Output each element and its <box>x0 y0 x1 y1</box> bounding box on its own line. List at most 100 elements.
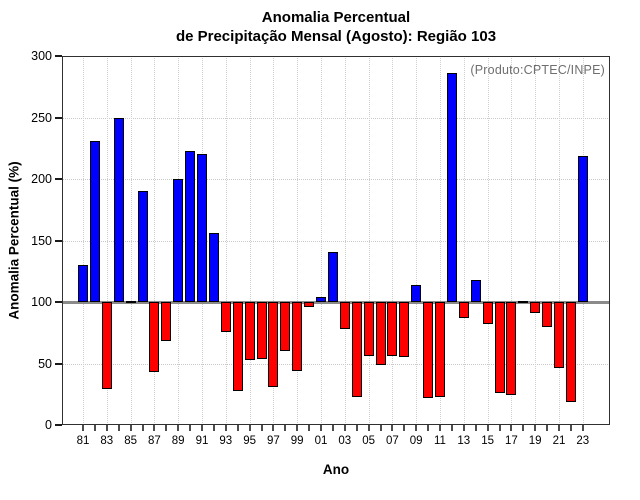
x-tick-label: 23 <box>576 435 590 447</box>
bar-05 <box>363 302 374 357</box>
bar-10 <box>423 302 434 398</box>
x-axis-label: Ano <box>322 462 350 477</box>
x-tick <box>260 425 263 431</box>
x-tick-label: 91 <box>195 435 209 447</box>
bar-09 <box>411 284 422 302</box>
x-tick-label: 05 <box>362 435 375 447</box>
v-gridline <box>225 56 227 425</box>
v-gridline <box>511 56 513 425</box>
v-gridline <box>297 56 299 425</box>
plot-area: (Produto:CPTEC/INPE) 0 50 100 150 200 250 300 8… <box>31 50 610 447</box>
bar-22 <box>565 302 576 402</box>
chart-title-line1: Anomalia Percentual <box>261 9 411 26</box>
x-tick <box>224 425 227 431</box>
x-tick-label: 09 <box>409 435 423 447</box>
x-tick-label: 01 <box>314 435 328 447</box>
h-gridline <box>62 179 610 180</box>
bar-01 <box>316 297 326 302</box>
x-tick-label: 17 <box>504 435 518 447</box>
x-tick <box>462 425 465 431</box>
x-tick <box>343 425 346 431</box>
y-tick-label: 100 <box>31 295 52 309</box>
x-tick-label: 83 <box>100 435 114 447</box>
bar-97 <box>268 302 279 387</box>
x-tick <box>379 425 382 431</box>
x-tick <box>212 425 215 431</box>
x-tick <box>558 425 560 431</box>
x-tick <box>581 425 584 431</box>
y-tick <box>55 55 62 57</box>
y-tick-label: 200 <box>31 172 52 186</box>
y-tick-label: 300 <box>31 49 52 63</box>
x-tick-label: 21 <box>552 435 566 447</box>
y-tick <box>55 362 62 365</box>
bar-93 <box>220 302 231 332</box>
x-tick <box>534 425 537 431</box>
v-gridline <box>487 56 489 425</box>
bar-12 <box>446 73 457 302</box>
bar-98 <box>280 302 291 352</box>
x-tick <box>427 425 430 431</box>
x-tick <box>391 425 394 431</box>
x-tick-label: 11 <box>434 435 446 447</box>
y-tick-label: 50 <box>38 356 52 371</box>
x-tick-label: 15 <box>481 435 494 447</box>
v-gridline <box>344 56 346 425</box>
x-tick <box>165 425 168 431</box>
x-tick-label: 19 <box>528 435 542 447</box>
x-tick <box>129 425 132 431</box>
y-tick-label: 150 <box>31 233 52 248</box>
x-tick-label: 99 <box>290 435 304 447</box>
bar-94 <box>232 302 243 391</box>
x-tick <box>248 425 251 431</box>
bar-16 <box>494 302 505 394</box>
bar-13 <box>458 302 469 318</box>
bar-23 <box>577 155 588 302</box>
x-tick-label: 87 <box>147 435 161 447</box>
v-gridline <box>440 56 441 425</box>
v-gridline <box>368 56 370 425</box>
bar-92 <box>208 233 219 302</box>
x-tick-label: 95 <box>243 435 256 447</box>
y-tick-label: 250 <box>31 110 52 125</box>
bar-84 <box>113 117 124 302</box>
x-tick <box>546 425 549 431</box>
x-tick <box>82 425 84 431</box>
x-tick <box>569 425 572 431</box>
v-gridline <box>249 56 251 425</box>
x-tick <box>236 425 239 431</box>
bar-83 <box>101 302 112 390</box>
bar-18 <box>518 300 529 303</box>
x-tick <box>272 425 275 431</box>
h-gridline <box>62 240 610 242</box>
x-tick <box>141 425 144 431</box>
bar-03 <box>339 302 350 330</box>
y-tick <box>55 239 62 242</box>
v-gridline <box>130 56 132 425</box>
bar-95 <box>244 302 255 360</box>
v-gridline <box>83 56 84 425</box>
x-tick <box>308 425 311 431</box>
v-gridline <box>273 56 275 425</box>
x-tick <box>510 425 513 431</box>
x-tick-label: 85 <box>124 435 137 447</box>
x-tick <box>498 425 501 431</box>
bar-19 <box>530 302 541 314</box>
bar-20 <box>542 302 553 327</box>
bar-11 <box>435 302 445 397</box>
h-gridline <box>62 363 610 365</box>
v-gridline <box>154 56 156 425</box>
x-tick <box>450 425 453 431</box>
product-annotation: (Produto:CPTEC/INPE) <box>470 63 605 77</box>
chart-title: Anomalia Percentual de Precipitação Mens… <box>0 8 640 46</box>
v-gridline <box>463 56 465 425</box>
x-tick-label: 93 <box>219 435 233 447</box>
v-gridline <box>392 56 394 425</box>
x-tick <box>486 425 489 431</box>
x-tick-label: 03 <box>338 435 352 447</box>
y-tick <box>55 301 62 303</box>
x-tick-label: 97 <box>266 435 280 447</box>
bar-21 <box>554 302 564 369</box>
v-gridline <box>535 56 537 425</box>
